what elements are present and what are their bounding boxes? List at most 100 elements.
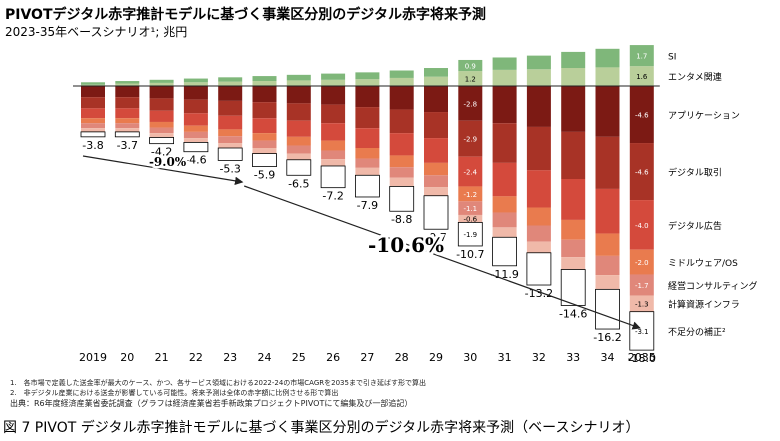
bar-segment-計算資源インフラ-30 bbox=[458, 214, 483, 223]
x-tick-label-22: 22 bbox=[189, 351, 203, 364]
x-tick-label-20: 20 bbox=[120, 351, 134, 364]
bar-segment-計算資源インフラ-33 bbox=[561, 257, 586, 270]
bar-segment-アプリケーション-23 bbox=[218, 86, 243, 101]
bar-segment-デジタル広告-33 bbox=[561, 179, 586, 220]
segment-label-2035-計算資源インフラ: -1.3 bbox=[635, 301, 649, 309]
x-tick-label-25: 25 bbox=[292, 351, 306, 364]
bar-segment-エンタメ関連-32 bbox=[526, 69, 551, 86]
x-tick-label-28: 28 bbox=[395, 351, 409, 364]
figure-caption: 図 7 PIVOT デジタル赤字推計モデルに基づく事業区分別のデジタル赤字将来予… bbox=[3, 420, 640, 436]
bar-segment-不足分の補正-31 bbox=[492, 236, 518, 267]
bar-segment-デジタル広告-26 bbox=[321, 123, 346, 141]
footnote-2: 2. 非デジタル産業における送金が影響している可能性。将来予測は全体の赤字額に比… bbox=[10, 389, 339, 397]
segment-label-30-計算資源インフラ: -0.6 bbox=[463, 216, 477, 224]
bar-segment-SI-2035 bbox=[629, 45, 654, 67]
x-tick-label-32: 32 bbox=[532, 351, 546, 364]
bar-segment-デジタル広告-23 bbox=[218, 115, 243, 130]
bar-segment-アプリケーション-29 bbox=[424, 86, 448, 113]
segment-label-2035-デジタル取引: -4.6 bbox=[635, 169, 649, 177]
total-label-29: -9.7 bbox=[425, 231, 446, 244]
bar-segment-デジタル広告-20 bbox=[115, 108, 140, 119]
bar-segment-SI-28 bbox=[389, 70, 414, 78]
bar-segment-経営コンサルティング-33 bbox=[561, 239, 586, 258]
bar-segment-経営コンサルティング-22 bbox=[183, 131, 208, 139]
trend-arrow-2023-2035 bbox=[243, 185, 641, 330]
bar-segment-経営コンサルティング-23 bbox=[218, 136, 243, 144]
segment-label-30-SI: 0.9 bbox=[465, 63, 476, 71]
legend-label-ミドルウェア-OS: ミドルウェア/OS bbox=[668, 258, 738, 269]
bar-segment-ミドルウェア-OS-21 bbox=[149, 121, 174, 128]
x-tick-label-34: 34 bbox=[601, 351, 615, 364]
bar-segment-ミドルウェア-OS-34 bbox=[595, 233, 620, 256]
bar-segment-経営コンサルティング-32 bbox=[526, 225, 551, 242]
bar-segment-SI-30 bbox=[458, 59, 483, 72]
x-tick-label-2035: 2035 bbox=[628, 351, 656, 364]
bar-segment-経営コンサルティング-31 bbox=[492, 212, 517, 228]
bar-segment-経営コンサルティング-30 bbox=[458, 201, 483, 215]
bar-segment-アプリケーション-28 bbox=[389, 86, 414, 110]
bar-segment-ミドルウェア-OS-30 bbox=[458, 186, 483, 202]
bar-segment-SI-27 bbox=[355, 72, 380, 80]
bar-segment-計算資源インフラ-22 bbox=[183, 138, 208, 143]
bar-segment-ミドルウェア-OS-2035 bbox=[629, 249, 654, 275]
segment-label-2035-デジタル広告: -4.0 bbox=[635, 222, 649, 230]
bar-segment-経営コンサルティング-2035 bbox=[629, 274, 654, 296]
bar-segment-デジタル取引-24 bbox=[252, 102, 277, 119]
bar-segment-アプリケーション-25 bbox=[286, 86, 311, 104]
bar-segment-ミドルウェア-OS-25 bbox=[286, 136, 311, 146]
bar-segment-SI-23 bbox=[218, 77, 243, 82]
bar-segment-経営コンサルティング-25 bbox=[286, 145, 311, 154]
bar-segment-ミドルウェア-OS-32 bbox=[526, 207, 551, 226]
total-label-2019: -3.8 bbox=[82, 139, 103, 152]
bar-segment-計算資源インフラ-29 bbox=[424, 187, 448, 196]
bar-segment-エンタメ関連-31 bbox=[492, 69, 517, 86]
segment-label-30-デジタル取引: -2.9 bbox=[463, 136, 477, 144]
bar-segment-不足分の補正-34 bbox=[595, 288, 620, 330]
footnotes: 1. 各市場で定義した送金率が最大のケース、かつ、各サービス領域における2022… bbox=[10, 378, 426, 409]
bar-segment-デジタル取引-26 bbox=[321, 104, 346, 124]
bar-segment-SI-20 bbox=[115, 81, 140, 84]
bar-segment-デジタル広告-21 bbox=[149, 110, 174, 122]
chart-title: PIVOTデジタル赤字推計モデルに基づく事業区分別のデジタル赤字将来予測 bbox=[5, 7, 486, 23]
bar-segment-デジタル取引-20 bbox=[115, 97, 140, 109]
total-label-32: -13.2 bbox=[525, 287, 553, 300]
bar-segment-ミドルウェア-OS-2019 bbox=[81, 118, 105, 124]
bar-segment-デジタル取引-32 bbox=[526, 126, 551, 171]
total-label-22: -4.6 bbox=[185, 154, 206, 167]
bar-segment-デジタル取引-30 bbox=[458, 120, 483, 157]
bar-segment-エンタメ関連-28 bbox=[389, 77, 414, 86]
bar-segment-不足分の補正-2035 bbox=[629, 311, 655, 351]
bar-segment-ミドルウェア-OS-31 bbox=[492, 196, 517, 213]
bar-segment-デジタル広告-34 bbox=[595, 188, 620, 234]
bar-segment-不足分の補正-29 bbox=[423, 195, 449, 230]
bar-segment-アプリケーション-34 bbox=[595, 86, 620, 137]
bar-segment-不足分の補正-30 bbox=[457, 221, 483, 247]
bar-segment-エンタメ関連-27 bbox=[355, 79, 380, 86]
bar-segment-デジタル取引-21 bbox=[149, 98, 174, 111]
segment-label-2035-SI: 1.7 bbox=[636, 53, 647, 61]
segment-label-30-エンタメ関連: 1.2 bbox=[465, 76, 476, 84]
bar-segment-デジタル広告-2035 bbox=[629, 200, 654, 250]
bar-segment-アプリケーション-24 bbox=[252, 86, 277, 103]
bar-segment-経営コンサルティング-34 bbox=[595, 255, 620, 276]
legend-label-SI: SI bbox=[668, 53, 676, 63]
bar-segment-エンタメ関連-25 bbox=[286, 80, 311, 86]
bar-segment-不足分の補正-2019 bbox=[80, 131, 106, 138]
bar-segment-経営コンサルティング-2019 bbox=[81, 123, 105, 129]
bar-segment-デジタル取引-2019 bbox=[81, 97, 105, 109]
bar-segment-デジタル取引-27 bbox=[355, 107, 380, 129]
x-tick-label-24: 24 bbox=[258, 351, 272, 364]
bar-segment-アプリケーション-21 bbox=[149, 86, 174, 99]
bar-segment-SI-24 bbox=[252, 76, 277, 82]
cagr-label-1-halo: -9.0% bbox=[149, 155, 187, 169]
bar-segment-不足分の補正-28 bbox=[389, 186, 415, 212]
x-tick-label-29: 29 bbox=[429, 351, 443, 364]
x-tick-label-26: 26 bbox=[326, 351, 340, 364]
bar-segment-SI-34 bbox=[595, 48, 620, 68]
segment-label-2035-経営コンサルティング: -1.7 bbox=[635, 282, 649, 290]
total-label-34: -16.2 bbox=[593, 331, 621, 344]
bar-segment-ミドルウェア-OS-33 bbox=[561, 219, 586, 240]
bar-segment-デジタル取引-29 bbox=[424, 112, 448, 139]
bar-segment-デジタル取引-31 bbox=[492, 123, 517, 163]
